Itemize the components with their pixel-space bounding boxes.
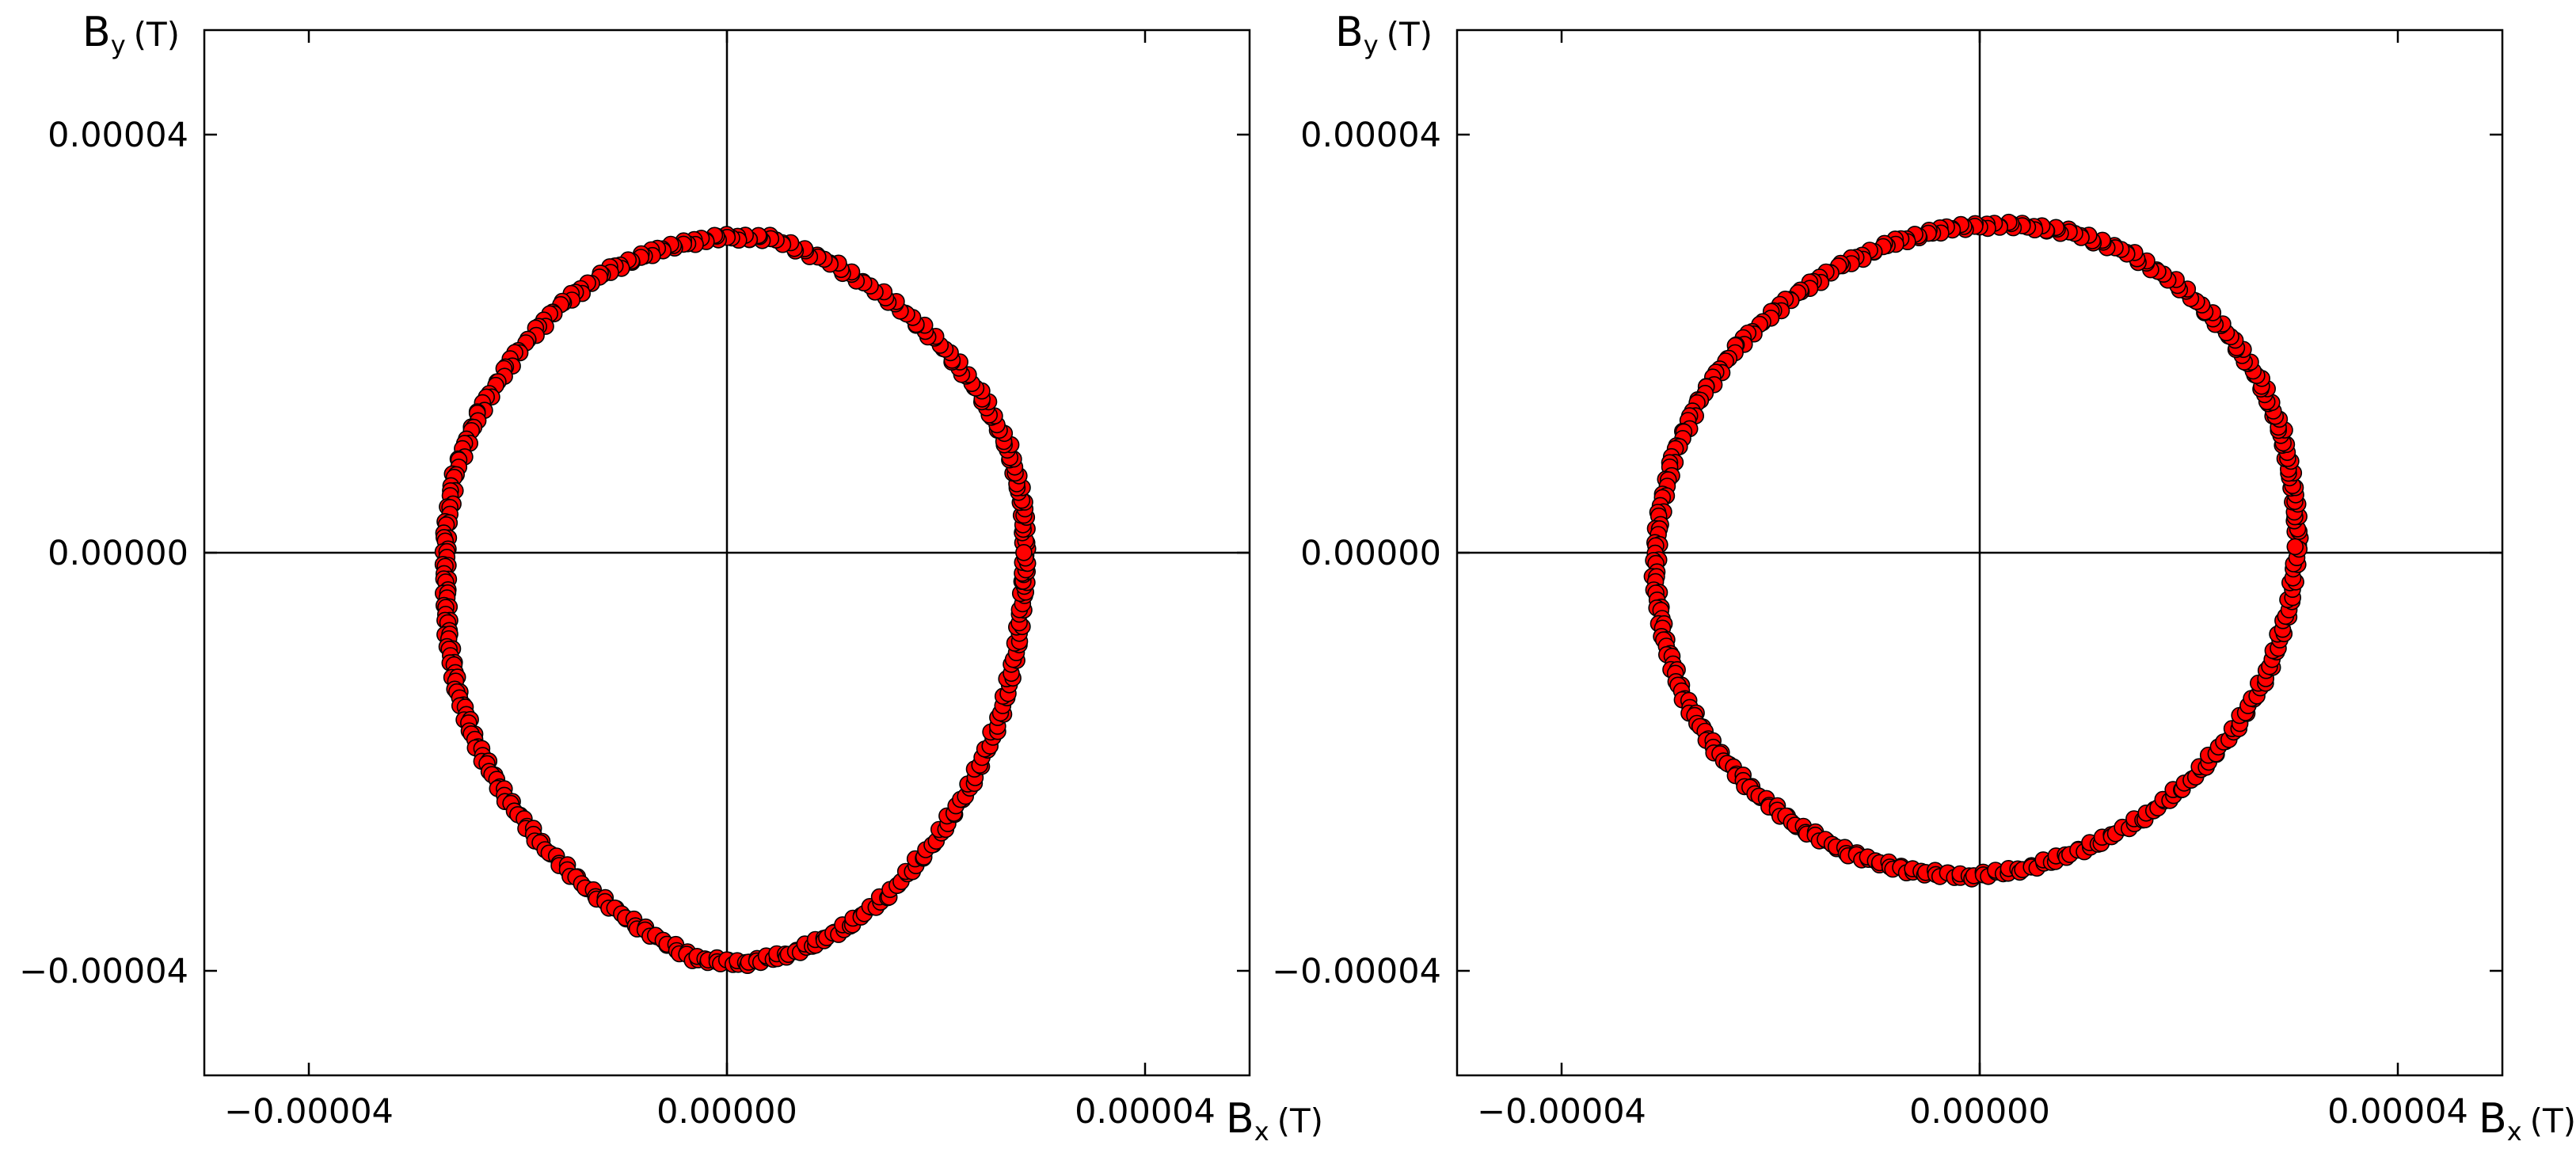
- x-tick-label: 0.00000: [1909, 1092, 2050, 1132]
- y-tick-label: −0.00004: [1272, 952, 1441, 991]
- scatter-points: [1643, 213, 2309, 888]
- y-axis-label: By (T): [1335, 9, 1433, 60]
- y-tick-label: 0.00000: [48, 534, 188, 573]
- scatter-point: [1015, 543, 1033, 561]
- y-tick-label: −0.00004: [19, 952, 188, 991]
- x-tick-label: 0.00004: [1075, 1092, 1216, 1132]
- x-tick-label: −0.00004: [1477, 1092, 1646, 1132]
- right-scatter-plot: −0.00004 0.00000 0.00004 0.00004 0.00000 −0.0…: [1272, 9, 2576, 1147]
- y-tick-label: 0.00004: [48, 116, 188, 155]
- x-tick-label: 0.00000: [656, 1092, 797, 1132]
- y-tick-label: 0.00004: [1300, 116, 1441, 155]
- scatter-points: [434, 226, 1037, 974]
- y-tick-label: 0.00000: [1300, 534, 1441, 573]
- y-axis-label: By (T): [82, 9, 180, 60]
- x-axis-label: Bx (T): [1226, 1095, 1323, 1147]
- x-tick-label: 0.00004: [2327, 1092, 2468, 1132]
- left-scatter-plot: −0.00004 0.00000 0.00004 0.00004 0.00000 −0.0…: [19, 9, 1323, 1147]
- x-axis-label: Bx (T): [2479, 1095, 2576, 1147]
- x-tick-label: −0.00004: [224, 1092, 394, 1132]
- scatter-point: [2286, 538, 2304, 556]
